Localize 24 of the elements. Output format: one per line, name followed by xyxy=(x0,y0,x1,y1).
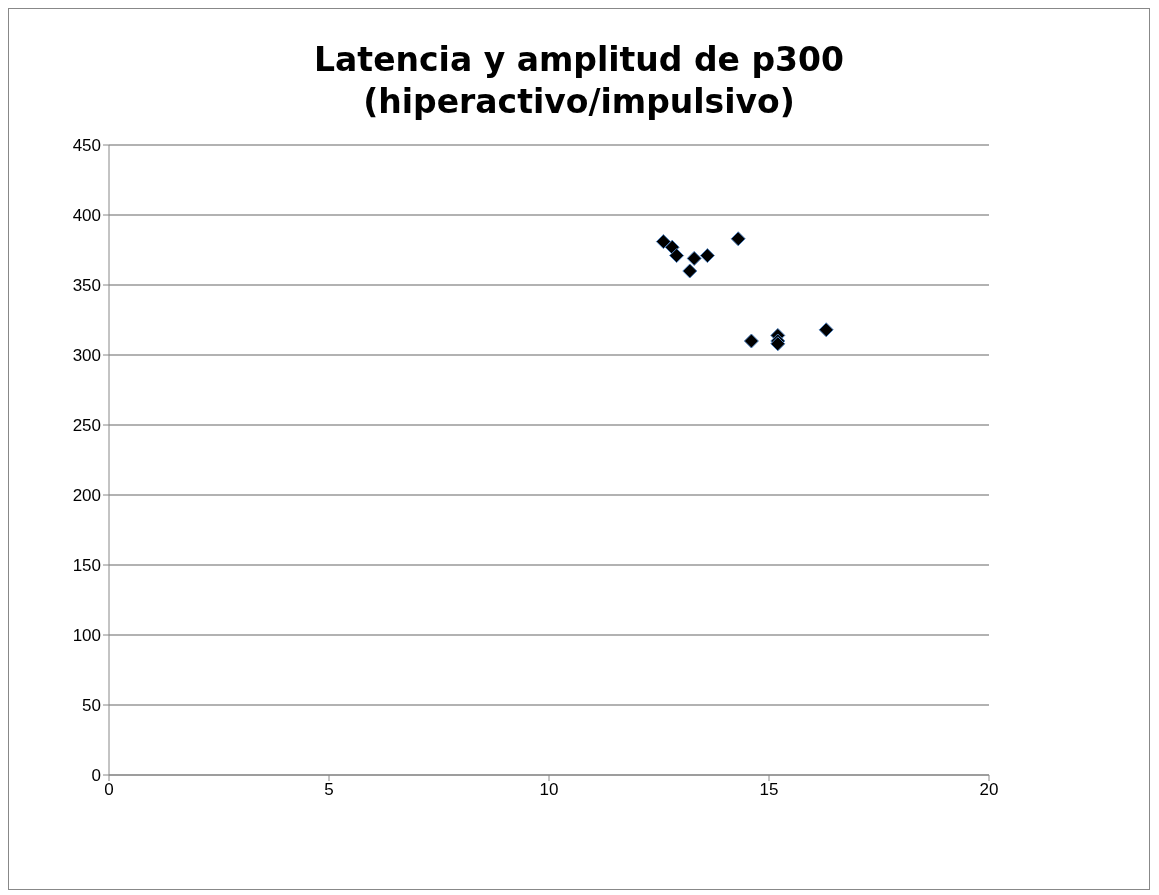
y-tick-label: 300 xyxy=(72,346,101,366)
y-tick-label: 450 xyxy=(72,136,101,156)
y-tick-label: 0 xyxy=(91,766,101,786)
y-tick-label: 100 xyxy=(72,626,101,646)
point xyxy=(743,333,759,349)
x-tick-label: 15 xyxy=(759,780,779,800)
point xyxy=(730,231,746,247)
point xyxy=(669,248,685,264)
x-tick-label: 20 xyxy=(979,780,999,800)
x-tick-label: 0 xyxy=(104,780,114,800)
y-tick-label: 350 xyxy=(72,276,101,296)
point xyxy=(682,263,698,279)
x-tick-label: 10 xyxy=(539,780,559,800)
y-tick-label: 50 xyxy=(82,696,101,716)
y-tick-label: 400 xyxy=(72,206,101,226)
chart-title: Latencia y amplitud de p300 (hiperactivo/impulsivo) xyxy=(313,39,845,123)
y-tick-label: 250 xyxy=(72,416,101,436)
point xyxy=(818,322,834,338)
point xyxy=(686,250,702,266)
y-tick-label: 150 xyxy=(72,556,101,576)
x-tick-label: 5 xyxy=(324,780,334,800)
y-tick-label: 200 xyxy=(72,486,101,506)
point xyxy=(655,234,671,250)
point xyxy=(699,248,715,264)
